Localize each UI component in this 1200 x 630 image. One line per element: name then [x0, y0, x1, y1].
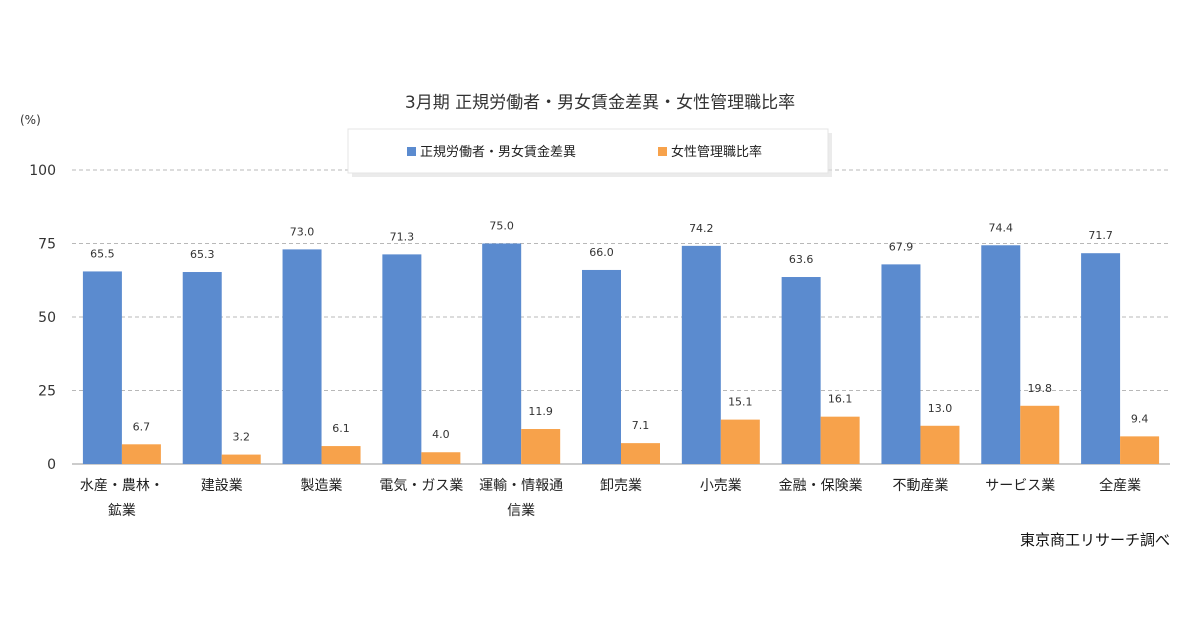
data-label: 6.7: [133, 420, 151, 433]
data-labels: 65.5 6.7 65.3 3.2 73.0 6.1 71.3 4.0 75.0 11.9 66.0…: [90, 220, 1148, 444]
wage-gap-bar: [82, 271, 122, 464]
category-label: 建設業: [201, 478, 243, 494]
data-label: 74.4: [989, 221, 1014, 234]
data-label: 65.3: [190, 248, 215, 261]
data-label: 73.0: [290, 225, 315, 238]
category-label: 金融・保険業: [779, 478, 863, 494]
wage-gap-bar: [382, 254, 422, 464]
wage-gap-bar: [781, 277, 821, 464]
category-label: 水産・農林・: [80, 478, 164, 494]
category-label: 電気・ガス業: [379, 478, 463, 494]
legend-label: 女性管理職比率: [671, 144, 762, 160]
female-manager-bar: [221, 454, 261, 464]
source-credit: 東京商工リサーチ調べ: [1020, 531, 1170, 549]
data-label: 71.3: [390, 230, 415, 243]
data-label: 66.0: [589, 246, 614, 259]
category-label: 信業: [507, 503, 535, 519]
y-unit-label: (%): [20, 113, 41, 127]
data-label: 71.7: [1088, 229, 1113, 242]
data-label: 75.0: [489, 220, 514, 233]
female-manager-bar: [720, 419, 760, 464]
wage-gap-bar: [582, 269, 621, 464]
data-label: 15.1: [728, 396, 753, 409]
category-label: 全産業: [1099, 477, 1141, 494]
category-label: 鉱業: [108, 502, 136, 519]
data-label: 11.9: [528, 405, 553, 418]
data-label: 7.1: [632, 419, 650, 432]
legend-swatch: [407, 147, 416, 156]
female-manager-bar: [1120, 436, 1160, 464]
data-label: 19.8: [1028, 382, 1053, 395]
data-label: 9.4: [1131, 412, 1149, 425]
female-manager-bar: [1020, 405, 1060, 464]
data-label: 74.2: [689, 222, 714, 235]
legend-box: [347, 128, 829, 174]
female-manager-bar: [820, 416, 860, 464]
wage-gap-bar: [981, 245, 1021, 464]
category-label: 運輸・情報通: [479, 478, 563, 494]
data-label: 65.5: [90, 247, 115, 260]
category-label: サービス業: [985, 478, 1055, 494]
data-label: 4.0: [432, 428, 450, 441]
wage-gap-bar: [1081, 253, 1121, 464]
chart-title: 3月期 正規労働者・男女賃金差異・女性管理職比率: [405, 93, 795, 113]
category-label: 卸売業: [600, 478, 642, 494]
wage-gap-bar: [282, 249, 322, 464]
y-tick-label: 25: [38, 384, 56, 400]
data-label: 6.1: [332, 422, 350, 435]
wage-gap-bar: [482, 243, 522, 464]
female-manager-bar: [521, 429, 561, 464]
category-label: 製造業: [301, 478, 343, 494]
y-tick-label: 100: [29, 163, 56, 179]
female-manager-bar: [321, 446, 361, 464]
y-tick-label: 75: [38, 237, 56, 253]
legend: 正規労働者・男女賃金差異 女性管理職比率: [347, 128, 832, 177]
data-label: 63.6: [789, 253, 814, 266]
data-label: 16.1: [828, 393, 853, 406]
y-tick-label: 0: [47, 457, 56, 473]
legend-label: 正規労働者・男女賃金差異: [420, 144, 576, 160]
data-label: 13.0: [928, 402, 953, 415]
category-label: 小売業: [700, 478, 742, 494]
wage-gap-bar: [182, 272, 222, 464]
y-tick-label: 50: [38, 310, 56, 326]
legend-swatch: [658, 147, 667, 156]
bars: [82, 243, 1160, 464]
data-label: 67.9: [889, 240, 914, 253]
female-manager-bar: [621, 443, 660, 464]
wage-gap-bar: [881, 264, 921, 464]
wage-gap-bar: [681, 245, 721, 464]
female-manager-bar: [421, 452, 461, 464]
female-manager-bar: [920, 425, 960, 464]
category-label: 不動産業: [892, 478, 948, 494]
female-manager-bar: [121, 444, 161, 464]
data-label: 3.2: [232, 431, 250, 444]
